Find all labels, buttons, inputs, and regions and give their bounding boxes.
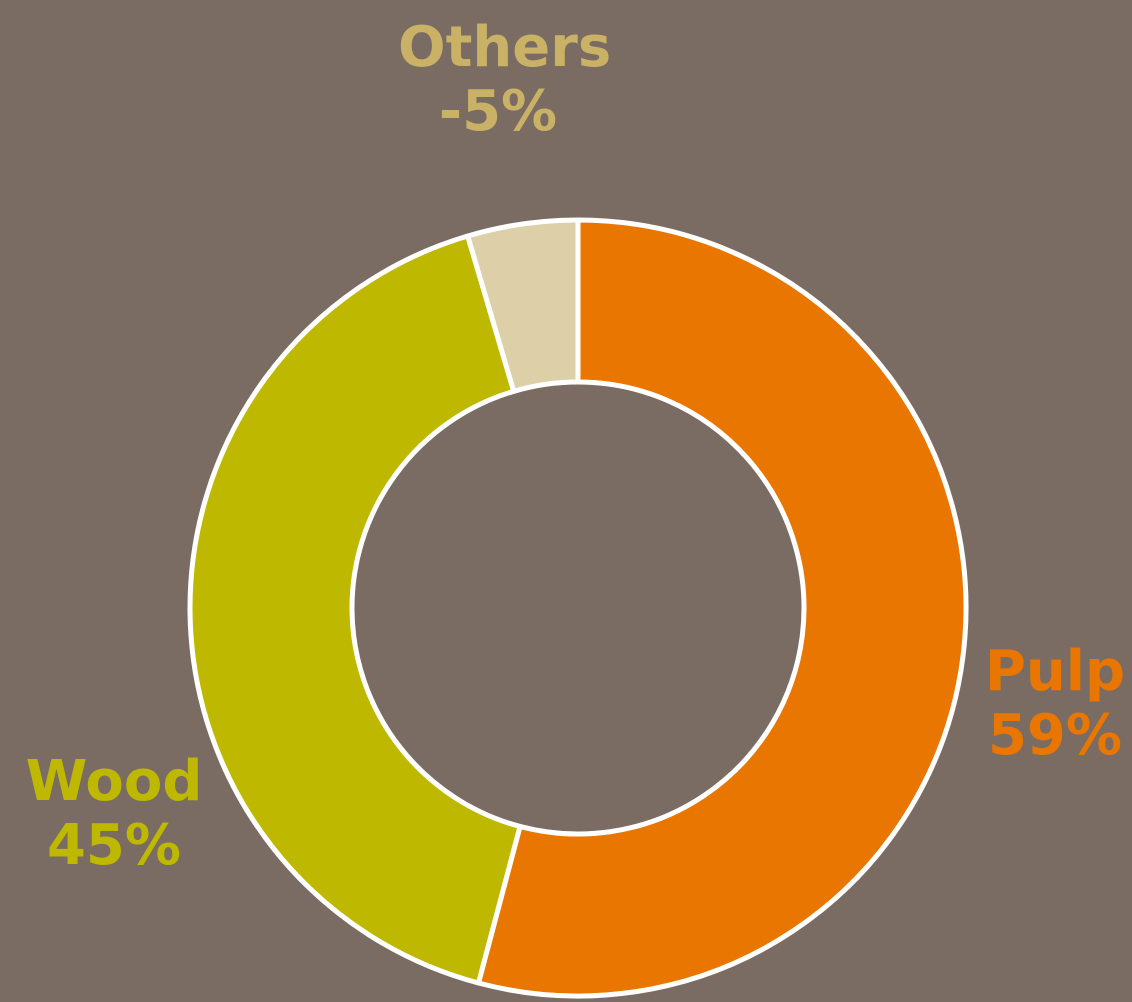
slice-value-others: -5% <box>438 79 558 145</box>
slice-name-others: Others <box>398 15 612 80</box>
slice-name-pulp: Pulp <box>984 639 1126 704</box>
slice-wood <box>187 233 523 986</box>
slice-label-pulp: Pulp 59% <box>980 639 1130 769</box>
slice-name-wood: Wood <box>25 749 203 814</box>
slice-label-wood: Wood 45% <box>14 749 214 879</box>
slice-value-pulp: 59% <box>987 703 1123 769</box>
slice-label-others: Others -5% <box>398 15 612 145</box>
slice-others <box>465 217 581 394</box>
slice-pulp <box>475 217 969 999</box>
slice-value-wood: 45% <box>46 813 182 879</box>
